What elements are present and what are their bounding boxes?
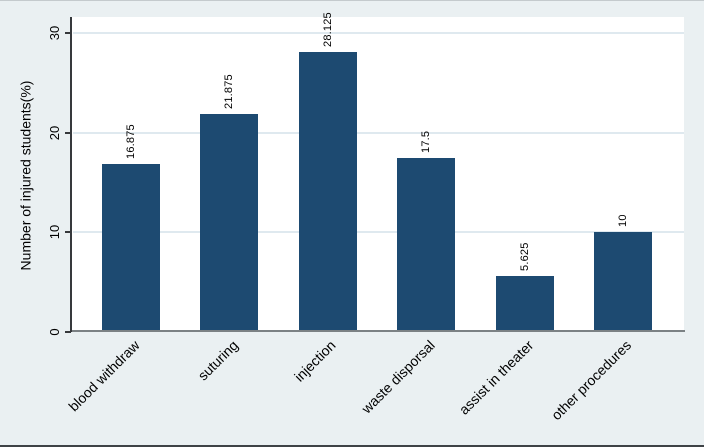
y-axis-tick-10: [65, 231, 71, 234]
bar-waste-disporsal: [397, 157, 456, 332]
bar-other-procedures: [594, 232, 652, 332]
x-category-label: waste disporsal: [357, 337, 438, 417]
y-axis-tick-30: [65, 32, 71, 34]
y-axis-title: Number of injured students(%): [17, 80, 34, 271]
bar-value-label: 10: [617, 214, 629, 228]
x-axis-line: [72, 330, 685, 332]
bar-value-label: 28.125: [321, 11, 334, 47]
x-category-label: other procedures: [548, 337, 635, 424]
bar-suturing: [200, 113, 259, 332]
gridline-10: [73, 231, 684, 234]
y-axis-line: [70, 17, 72, 332]
bar-value-label: 5.625: [518, 242, 531, 271]
x-category-label: injection: [291, 337, 340, 385]
figure-bottom-rule: [0, 445, 704, 447]
y-axis-tick-0: [65, 331, 71, 333]
y-axis-tick-20: [65, 131, 71, 134]
x-category-label: suturing: [194, 337, 241, 384]
y-tick-label: 10: [47, 225, 62, 240]
y-tick-label: 20: [47, 125, 62, 140]
gridline-30: [73, 32, 684, 34]
bar-value-label: 17.5: [420, 130, 433, 153]
y-tick-label: 0: [47, 328, 62, 336]
bar-value-label: 16.875: [125, 123, 137, 159]
bar-blood-withdraw: [102, 163, 160, 332]
bar-value-label: 21.875: [223, 74, 236, 109]
bar-assist-in-theater: [495, 275, 554, 332]
plot-area: [72, 17, 684, 332]
y-tick-label: 30: [47, 25, 62, 41]
gridline-20: [73, 131, 684, 134]
bar-injection: [298, 51, 357, 332]
x-category-label: blood withdraw: [64, 337, 143, 415]
figure-top-rule: [0, 0, 704, 1]
x-category-label: assist in theater: [455, 337, 536, 418]
